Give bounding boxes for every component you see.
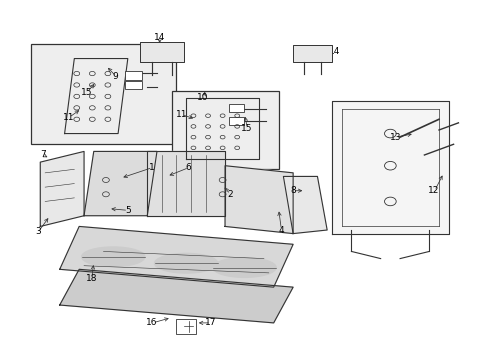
Bar (30, 44, 176, 144)
Text: 11: 11 (175, 110, 186, 119)
Text: 18: 18 (85, 274, 97, 283)
Bar (171, 91, 278, 169)
Polygon shape (331, 102, 448, 234)
Text: 10: 10 (197, 93, 208, 102)
Polygon shape (40, 152, 84, 226)
Polygon shape (224, 166, 292, 234)
Ellipse shape (81, 247, 144, 267)
Text: 14: 14 (153, 33, 165, 42)
Text: 3: 3 (35, 227, 41, 236)
Bar (176, 319, 196, 334)
Text: 2: 2 (226, 190, 232, 199)
Text: 1: 1 (149, 163, 155, 172)
Text: 13: 13 (388, 132, 400, 141)
Bar (228, 117, 243, 125)
Polygon shape (84, 152, 157, 216)
Text: 14: 14 (328, 47, 340, 56)
Polygon shape (60, 226, 292, 287)
Bar (125, 81, 142, 89)
Text: 11: 11 (62, 113, 74, 122)
Ellipse shape (154, 253, 217, 273)
Text: 6: 6 (185, 163, 191, 172)
Bar (125, 71, 142, 80)
Polygon shape (147, 152, 224, 216)
Text: 4: 4 (278, 225, 283, 234)
Bar (140, 42, 183, 62)
Text: 12: 12 (427, 186, 439, 195)
Polygon shape (283, 176, 326, 234)
Text: 15: 15 (241, 124, 252, 133)
Bar (292, 45, 331, 63)
Text: 17: 17 (204, 318, 216, 327)
Bar (228, 104, 243, 112)
Text: 8: 8 (290, 186, 295, 195)
Text: 7: 7 (40, 150, 45, 159)
Text: 9: 9 (113, 72, 118, 81)
Text: 15: 15 (81, 88, 92, 97)
Ellipse shape (212, 258, 276, 277)
Text: 16: 16 (146, 318, 158, 327)
Text: 5: 5 (124, 206, 130, 215)
Polygon shape (60, 269, 292, 323)
